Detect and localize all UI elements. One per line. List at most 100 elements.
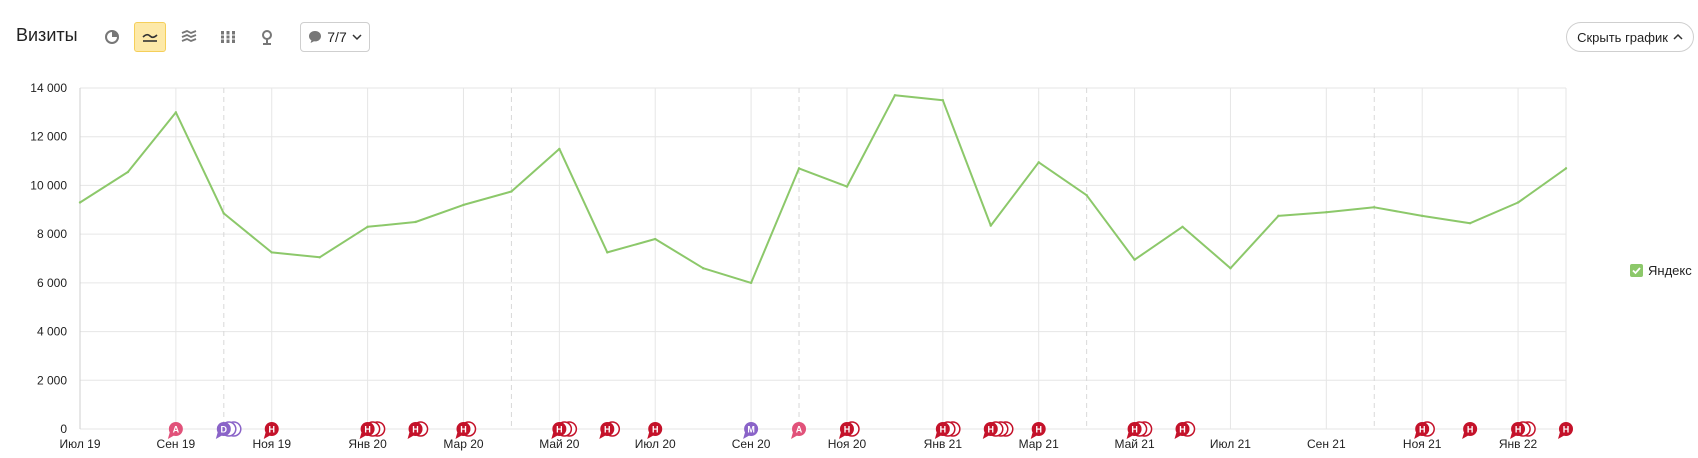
- area-chart-button[interactable]: [173, 22, 205, 52]
- note-marker[interactable]: Н: [551, 421, 578, 439]
- data-point: [1181, 225, 1184, 229]
- note-bubble: [360, 422, 375, 436]
- data-point: [749, 281, 753, 285]
- note-bubble: [1463, 422, 1478, 436]
- note-tail: [407, 432, 415, 439]
- note-marker[interactable]: Н: [982, 421, 1014, 439]
- x-tick-label: Июл 19: [59, 437, 100, 451]
- data-point: [941, 98, 945, 102]
- line-chart-button[interactable]: [134, 22, 166, 52]
- note-label: A: [796, 425, 803, 435]
- note-marker[interactable]: Н: [455, 421, 477, 439]
- note-marker[interactable]: Н: [934, 421, 961, 439]
- chart-toolbar: Визиты 7/7: [0, 0, 1698, 80]
- data-point: [1564, 167, 1568, 170]
- note-bubble: [1031, 422, 1046, 436]
- x-axis: Июл 19 Сен 19 Ноя 19 Янв 20 Мар 20 Май 20 Июл …: [59, 437, 1537, 451]
- note-marker[interactable]: Н: [263, 422, 279, 439]
- pie-chart-button[interactable]: [96, 22, 128, 52]
- map-button[interactable]: [251, 22, 283, 52]
- data-point: [654, 237, 657, 241]
- data-point: [318, 256, 321, 259]
- y-tick-label: 8 000: [37, 227, 67, 241]
- note-marker[interactable]: Н: [359, 421, 386, 439]
- note-marker[interactable]: A: [791, 422, 807, 439]
- data-point: [701, 267, 705, 270]
- note-tail: [838, 432, 846, 439]
- notes-toggle-button[interactable]: 7/7: [300, 22, 370, 52]
- note-bubble: [456, 422, 471, 436]
- data-point: [366, 225, 369, 229]
- data-point: [989, 224, 992, 227]
- note-marker[interactable]: Н: [407, 421, 429, 439]
- data-point: [1420, 214, 1424, 218]
- note-marker[interactable]: Н: [647, 422, 663, 439]
- note-marker[interactable]: М: [743, 422, 759, 439]
- x-tick-label: Янв 21: [924, 437, 963, 451]
- note-marker[interactable]: Н: [1030, 422, 1046, 439]
- note-label: Н: [556, 425, 563, 435]
- note-bubble: [600, 422, 615, 436]
- y-tick-label: 6 000: [37, 276, 67, 290]
- note-marker[interactable]: Н: [599, 421, 621, 439]
- data-point: [222, 212, 226, 215]
- note-marker[interactable]: A: [167, 422, 183, 439]
- legend-item-yandex[interactable]: Яндекс: [1630, 263, 1692, 278]
- note-label: Н: [940, 425, 947, 435]
- note-tail: [1174, 432, 1182, 439]
- data-point: [510, 190, 513, 193]
- note-tail: [1558, 432, 1565, 439]
- chevron-up-icon: [1673, 33, 1683, 40]
- note-label: Н: [1419, 425, 1426, 435]
- note-tail: [1030, 432, 1038, 439]
- note-marker[interactable]: Н: [1462, 422, 1478, 439]
- note-label: Н: [1035, 425, 1042, 435]
- note-bubble: [839, 422, 854, 436]
- data-point: [1085, 193, 1088, 197]
- note-marker[interactable]: Н: [838, 421, 860, 439]
- note-bubble: [264, 422, 279, 436]
- note-marker[interactable]: Н: [1558, 422, 1573, 439]
- note-label: Н: [412, 425, 419, 435]
- note-tail: [647, 432, 655, 439]
- data-point: [1468, 221, 1472, 225]
- note-marker[interactable]: Н: [1510, 421, 1536, 439]
- checkbox-icon[interactable]: [1630, 264, 1643, 277]
- x-tick-label: Ноя 21: [1403, 437, 1442, 451]
- data-point: [1037, 161, 1040, 164]
- x-tick-label: Мар 21: [1019, 437, 1059, 451]
- note-label: Н: [1467, 425, 1474, 435]
- bar-chart-button[interactable]: [212, 22, 244, 52]
- x-tick-label: Ноя 20: [828, 437, 867, 451]
- data-point: [845, 185, 849, 188]
- note-marker[interactable]: Н: [1414, 421, 1435, 439]
- pie-chart-icon: [105, 30, 119, 44]
- note-tail: [1510, 432, 1518, 439]
- note-label: Н: [604, 425, 611, 435]
- data-point: [174, 111, 178, 114]
- note-marker[interactable]: D: [215, 421, 242, 439]
- hide-chart-button[interactable]: Скрыть график: [1566, 22, 1694, 52]
- x-tick-label: Июл 21: [1210, 437, 1251, 451]
- note-bubble: [216, 422, 231, 436]
- y-axis: 0 2 000 4 000 6 000 8 000 10 000 12 000 14 000: [30, 81, 67, 436]
- line-chart-icon: [142, 33, 158, 42]
- chevron-down-icon: [352, 34, 362, 41]
- note-tail: [599, 432, 607, 439]
- x-tick-label: Янв 22: [1499, 437, 1538, 451]
- note-bubble: [1175, 422, 1190, 436]
- notes-count: 7/7: [327, 29, 347, 45]
- note-label: Н: [988, 425, 995, 435]
- data-point: [1516, 201, 1520, 204]
- note-tail: [455, 432, 463, 439]
- data-point: [893, 94, 897, 97]
- data-point: [606, 251, 609, 254]
- data-point: [1229, 267, 1232, 270]
- y-tick-label: 0: [60, 422, 67, 436]
- note-marker[interactable]: Н: [1174, 421, 1196, 439]
- data-point: [1133, 258, 1136, 261]
- note-marker[interactable]: Н: [1126, 421, 1153, 439]
- note-label: Н: [460, 425, 467, 435]
- data-point: [414, 220, 417, 224]
- note-tail: [791, 432, 799, 439]
